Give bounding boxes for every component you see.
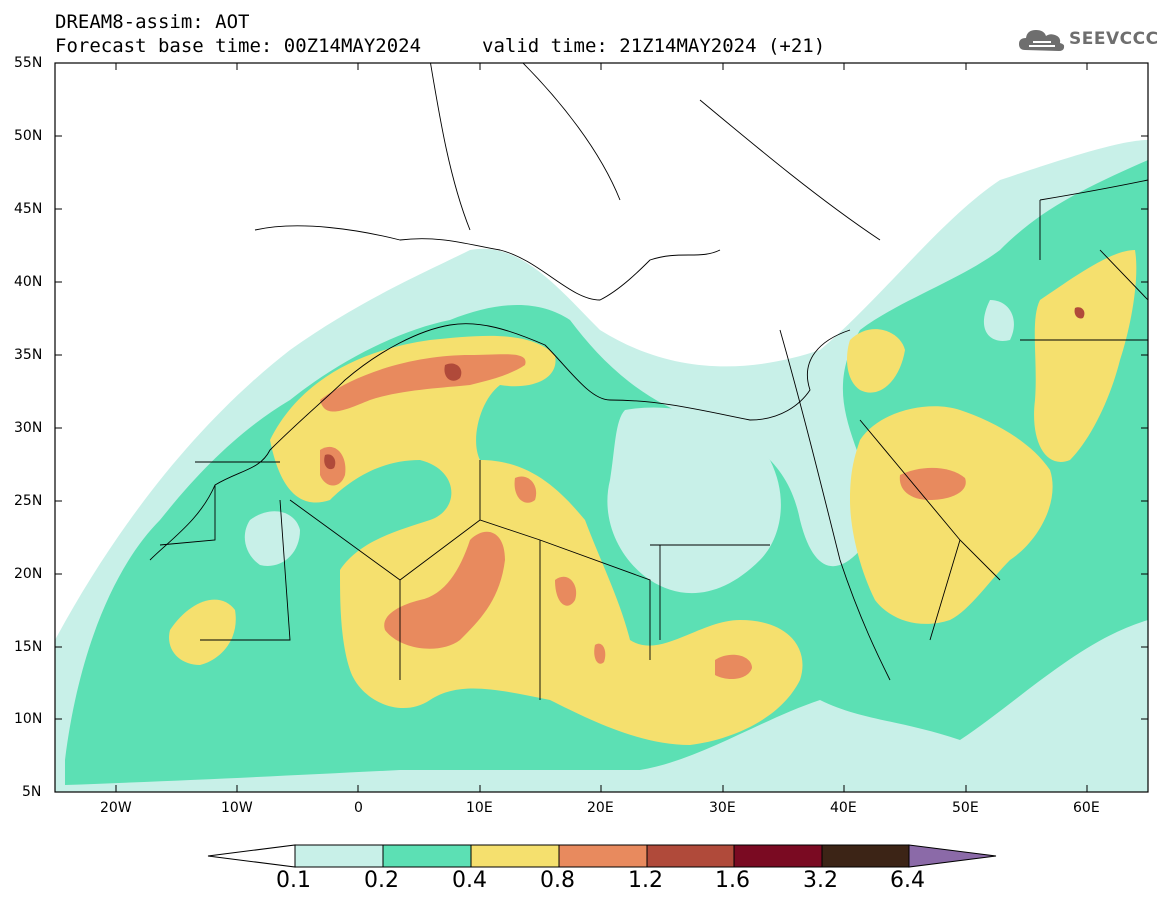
aot-band-0.2 [65,160,1148,785]
lon-label: 20W [100,800,132,816]
lat-ticks [55,62,1148,793]
colorbar-label: 0.4 [452,868,487,893]
lat-label: 10N [14,711,43,727]
colorbar-segment [733,844,823,868]
aot-band-0.8 [715,654,752,680]
aot-band-0.8 [555,576,577,606]
aot-band-0.4 [1034,250,1137,462]
aot-band-1.2 [1074,307,1085,319]
lon-label: 60E [1073,800,1100,816]
lat-label: 30N [14,420,43,436]
lat-label: 45N [14,201,43,217]
lon-label: 10W [221,800,253,816]
seevccc-logo: SEEVCCC [1017,22,1159,58]
lon-ticks [115,63,1088,792]
colorbar-segment [382,844,472,868]
aot-band-0.4 [850,406,1053,624]
lon-label: 40E [830,800,857,816]
map-title: DREAM8-assim: AOT [55,11,250,33]
logo-text: SEEVCCC [1069,29,1159,49]
lon-label: 10E [466,800,493,816]
colorbar-segment [821,844,910,868]
lon-label: 30E [709,800,736,816]
valid-time: valid time: 21Z14MAY2024 (+21) [482,35,826,57]
aot-band-0.4 [847,329,905,393]
colorbar-segment [646,844,735,868]
colorbar-segment [207,844,296,868]
lon-label: 50E [952,800,979,816]
colorbar-label: 0.1 [276,868,311,893]
aot-band-0.4 [169,599,236,665]
colorbar-label: 1.2 [628,868,663,893]
aot-band-1.2 [324,454,336,470]
lat-label: 5N [22,784,42,800]
colorbar-label: 0.8 [540,868,575,893]
colorbar-label: 1.6 [715,868,750,893]
aot-band-0.1 [244,511,300,566]
aot-field [55,63,1148,792]
colorbar-label: 0.2 [364,868,399,893]
lat-label: 35N [14,347,43,363]
lat-label: 40N [14,274,43,290]
lon-label: 0 [354,800,363,816]
colorbar-segment [908,844,997,868]
lat-label: 50N [14,128,43,144]
aot-band-0.1 [983,300,1014,341]
aot-band-0.8 [899,467,966,500]
aot-band-0.8 [320,354,526,412]
cloud-icon [1019,30,1065,51]
lat-label: 15N [14,639,43,655]
lat-label: 25N [14,493,43,509]
lat-label: 20N [14,566,43,582]
aot-band-0.8 [384,531,505,649]
colorbar-segment [558,844,648,868]
aot-band-0.1 [607,407,781,594]
colorbar-segment [470,844,560,868]
aot-band-0.8 [594,643,606,664]
colorbar [207,844,997,868]
lon-label: 20E [587,800,614,816]
aot-band-1.2 [444,363,462,381]
forecast-base-time: Forecast base time: 00Z14MAY2024 [55,35,422,57]
lat-label: 55N [14,55,43,71]
aot-band-0.8 [514,476,537,503]
colorbar-segment [294,844,384,868]
country-borders [149,63,1148,700]
colorbar-label: 3.2 [803,868,838,893]
colorbar-label: 6.4 [890,868,925,893]
